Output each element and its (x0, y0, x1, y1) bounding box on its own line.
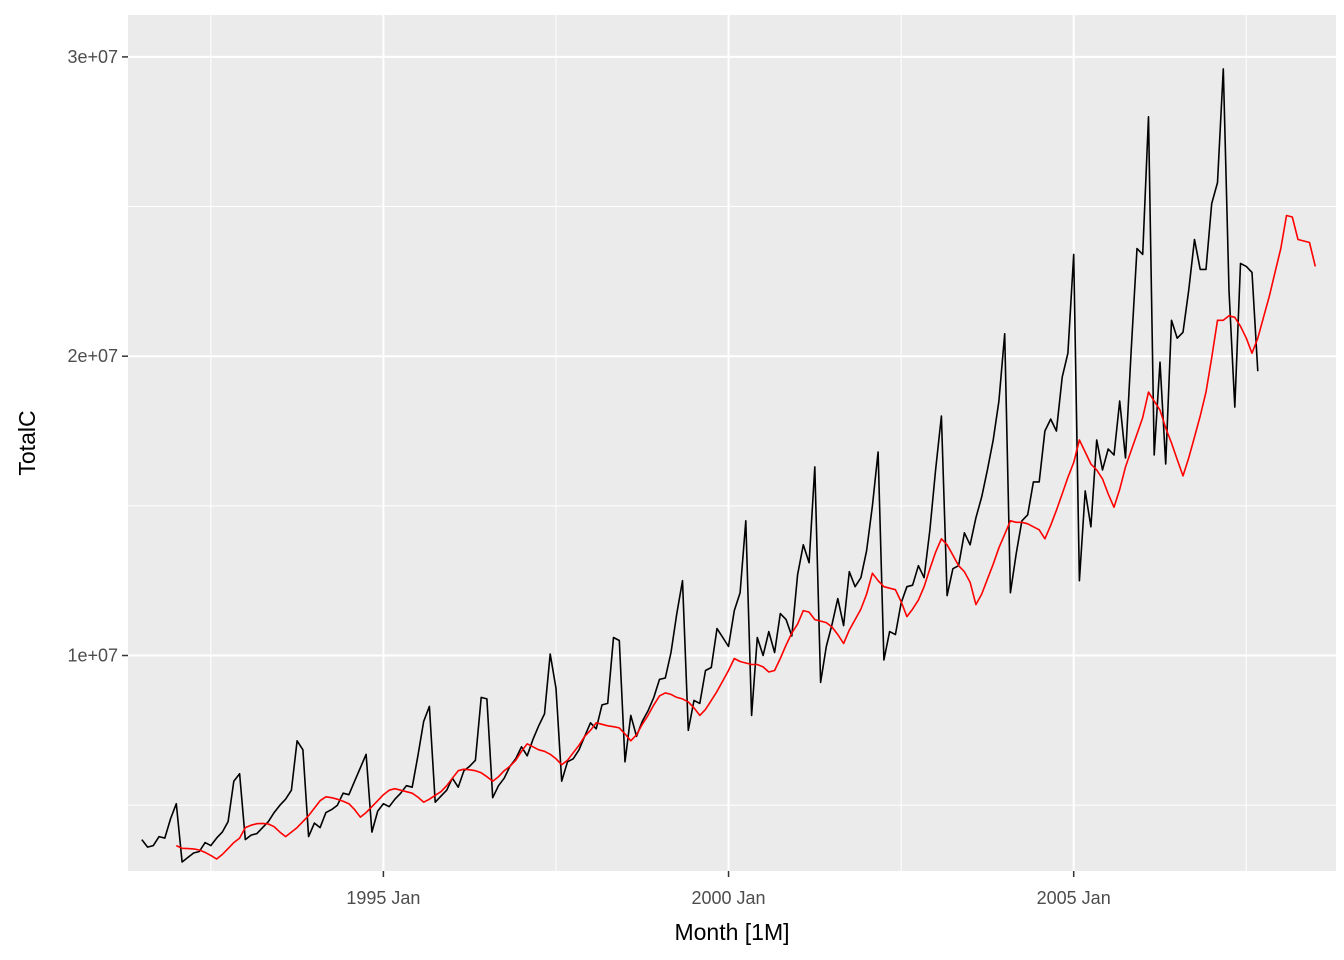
x-tick-label: 1995 Jan (346, 888, 420, 908)
x-axis-title: Month [1M] (674, 919, 789, 945)
y-tick-label: 2e+07 (67, 346, 118, 366)
series-line-observed (141, 68, 1259, 863)
y-tick-label: 3e+07 (67, 47, 118, 67)
series-layer (141, 68, 1317, 863)
y-axis-title: TotalC (14, 410, 40, 475)
minor-gridlines (128, 15, 1336, 871)
x-tick-label: 2005 Jan (1037, 888, 1111, 908)
series-line-trend (175, 214, 1317, 860)
tick-labels: 1995 Jan 2000 Jan 2005 Jan 1e+07 2e+07 3e+07 (67, 47, 1110, 908)
major-gridlines (128, 15, 1336, 871)
y-tick-label: 1e+07 (67, 646, 118, 666)
axis-ticks (122, 56, 1075, 877)
x-tick-label: 2000 Jan (692, 888, 766, 908)
